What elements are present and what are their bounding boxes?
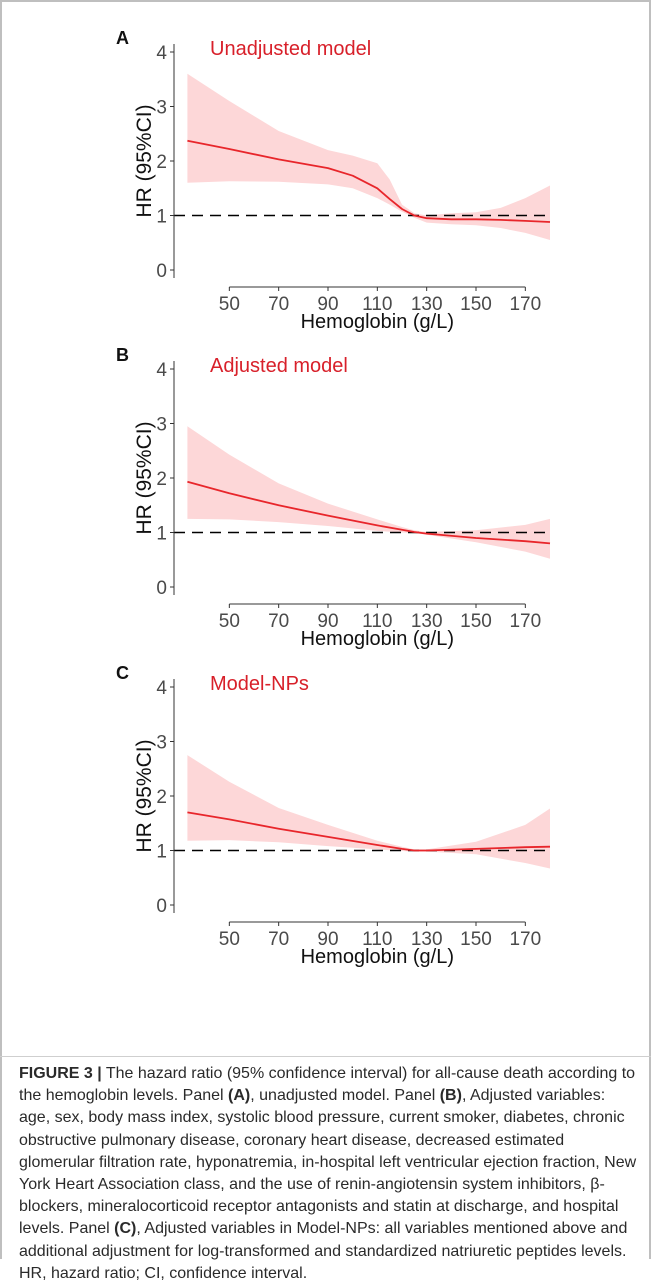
ci-band-b [187, 426, 550, 559]
panel-title-a: Unadjusted model [210, 38, 371, 60]
x-tick-label-a-70: 70 [268, 294, 289, 315]
x-tick-label-b-130: 130 [411, 611, 443, 632]
x-tick-label-c-130: 130 [411, 929, 443, 950]
panel-letter-c: C [116, 663, 129, 683]
panel-b: 0 1 2 3 4 50 70 90 110 130 150 170 Hemoglobin (g/L) H… [116, 345, 551, 650]
ci-band-a [187, 73, 550, 240]
y-tick-label-b-3: 3 [156, 415, 167, 436]
x-tick-label-c-170: 170 [509, 929, 541, 950]
x-tick-label-a-170: 170 [509, 294, 541, 315]
frame-border-right [649, 0, 651, 1259]
caption-ref-c: (C) [114, 1220, 137, 1238]
hr-line-b [187, 480, 551, 545]
y-tick-label-b-0: 0 [156, 578, 167, 599]
y-tick-label-b-2: 2 [156, 469, 167, 490]
x-tick-label-c-70: 70 [268, 929, 289, 950]
hr-line-c [187, 811, 551, 852]
y-axis-label-a: HR (95%CI) [133, 104, 156, 217]
y-tick-label-c-0: 0 [156, 896, 167, 917]
figure-frame [0, 0, 651, 1259]
hr-line-a [187, 139, 551, 223]
panel-letter-a: A [116, 28, 129, 48]
y-tick-label-c-1: 1 [156, 842, 167, 863]
y-tick-label-b-1: 1 [156, 524, 167, 545]
y-tick-label-a-1: 1 [156, 207, 167, 228]
caption-figure-label: FIGURE 3 | [19, 1065, 102, 1082]
y-tick-label-a-2: 2 [156, 152, 167, 173]
x-tick-label-a-130: 130 [411, 294, 443, 315]
y-tick-label-c-4: 4 [156, 678, 167, 699]
x-tick-label-b-70: 70 [268, 611, 289, 632]
caption-ref-a: (A) [228, 1087, 251, 1105]
y-tick-label-a-3: 3 [156, 98, 167, 119]
x-tick-label-b-110: 110 [362, 611, 392, 632]
x-tick-label-a-90: 90 [317, 294, 338, 315]
y-tick-label-c-2: 2 [156, 787, 167, 808]
panel-title-b: Adjusted model [210, 355, 348, 377]
x-axis-label-b: Hemoglobin (g/L) [301, 628, 454, 650]
ci-band-c [187, 755, 550, 869]
caption-text-2: , unadjusted model. Panel [250, 1087, 440, 1105]
y-axis-label-c: HR (95%CI) [133, 739, 156, 852]
y-axis-label-b: HR (95%CI) [133, 421, 156, 534]
x-tick-label-c-50: 50 [219, 929, 240, 950]
x-tick-label-b-50: 50 [219, 611, 240, 632]
caption-text-3: , Adjusted variables: age, sex, body mas… [19, 1087, 637, 1238]
figure-caption: FIGURE 3 | The hazard ratio (95% confide… [19, 1063, 639, 1285]
frame-border-top [0, 0, 651, 2]
x-axis-label-a: Hemoglobin (g/L) [301, 311, 454, 333]
x-axis-label-c: Hemoglobin (g/L) [301, 946, 454, 968]
x-tick-label-a-50: 50 [219, 294, 240, 315]
x-tick-label-c-90: 90 [317, 929, 338, 950]
caption-ref-b: (B) [439, 1087, 462, 1105]
y-tick-label-a-0: 0 [156, 261, 167, 282]
frame-border-left [0, 0, 2, 1259]
x-tick-label-a-110: 110 [362, 294, 392, 315]
x-tick-label-b-170: 170 [509, 611, 541, 632]
x-tick-label-c-150: 150 [460, 929, 492, 950]
caption-text-1: The hazard ratio (95% confidence interva… [19, 1065, 636, 1105]
x-tick-label-b-90: 90 [317, 611, 338, 632]
caption-divider [0, 1056, 651, 1057]
x-tick-label-a-150: 150 [460, 294, 492, 315]
panel-letter-b: B [116, 345, 129, 365]
panel-a: 0 1 2 3 4 50 70 90 110 130 150 170 Hemoglobin (g/L) H… [116, 28, 551, 333]
panel-title-c: Model-NPs [210, 673, 309, 695]
x-tick-label-b-150: 150 [460, 611, 492, 632]
y-tick-label-a-4: 4 [156, 43, 167, 64]
x-tick-label-c-110: 110 [362, 929, 392, 950]
panel-c: 0 1 2 3 4 50 70 90 110 130 150 170 Hemoglobin (g/L) H… [116, 663, 551, 968]
y-tick-label-b-4: 4 [156, 360, 167, 381]
y-tick-label-c-3: 3 [156, 733, 167, 754]
